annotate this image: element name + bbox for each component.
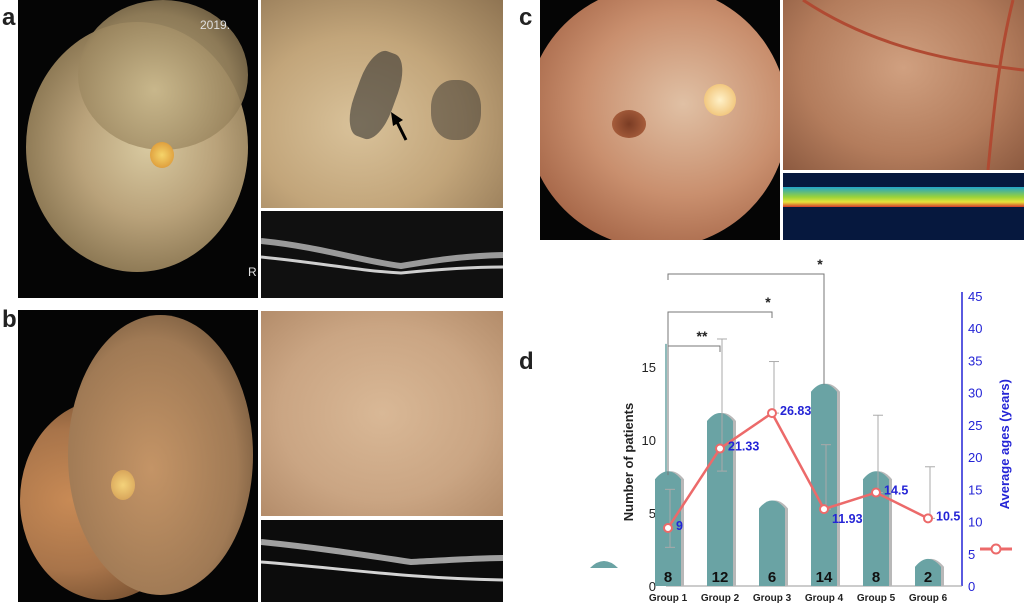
left-tick-label: 5 (649, 506, 656, 521)
right-axis-label: Average ages (years) (997, 379, 1012, 509)
bar-value-label: 8 (664, 569, 672, 586)
right-tick-label: 20 (968, 450, 982, 465)
significance-bracket (667, 345, 721, 352)
bar-value-label: 8 (872, 569, 880, 586)
bar (863, 471, 889, 586)
age-value-label: 26.83 (780, 404, 811, 418)
panel-a-letter: a (2, 4, 16, 31)
bar (915, 558, 941, 586)
bar (811, 383, 837, 586)
panel-b-oct-scan (261, 520, 503, 602)
right-tick-label: 10 (968, 515, 982, 530)
panel-a-fundus-photo: 2019. R (18, 0, 258, 298)
panel-c-oct-scan (783, 173, 1024, 240)
category-label: Group 2 (701, 593, 740, 603)
age-value-label: 9 (676, 519, 683, 533)
bar (759, 500, 785, 586)
right-tick-label: 5 (968, 547, 975, 562)
panel-d-letter: d (519, 348, 534, 375)
category-label: Group 5 (857, 593, 896, 603)
group-chart: 0 5 10 15 0 5 10 15 20 25 30 35 40 45 Number of patien… (590, 258, 1012, 603)
panel-c-letter: c (519, 4, 533, 31)
right-tick-label: 0 (968, 579, 975, 594)
category-label: Group 3 (753, 593, 792, 603)
left-tick-label: 10 (642, 433, 656, 448)
age-value-label: 21.33 (728, 440, 759, 454)
age-point (663, 523, 673, 533)
age-value-label: 14.5 (884, 484, 908, 498)
panel-a-eye-label: R (248, 265, 257, 279)
age-point (767, 408, 777, 419)
category-label: Group 6 (909, 593, 948, 603)
panel-b-letter: b (2, 306, 17, 333)
arrow-icon (391, 112, 408, 141)
right-tick-label: 40 (968, 321, 982, 336)
right-tick-label: 45 (968, 289, 982, 304)
significance-bracket (667, 311, 773, 318)
significance-mark: ** (697, 328, 708, 344)
age-value-label: 11.93 (832, 512, 863, 526)
age-point (923, 513, 933, 524)
significance-mark: * (765, 294, 771, 310)
age-point (819, 504, 829, 515)
panel-a-year-label: 2019. (200, 18, 231, 32)
panel-c-closeup-photo (783, 0, 1024, 170)
left-tick-label: 0 (649, 579, 656, 594)
age-point (871, 487, 881, 498)
left-tick-label: 15 (642, 360, 656, 375)
bar-value-label: 2 (924, 569, 932, 586)
panel-b-fundus-photo (18, 310, 258, 602)
bar-value-label: 6 (768, 569, 776, 586)
right-tick-label: 35 (968, 353, 982, 368)
bar-value-label: 14 (816, 569, 833, 586)
age-point (715, 443, 725, 454)
right-tick-label: 15 (968, 482, 982, 497)
category-label: Group 4 (805, 593, 844, 603)
panel-a-oct-scan (261, 211, 503, 298)
right-tick-label: 30 (968, 386, 982, 401)
panel-b-closeup-photo (261, 311, 503, 516)
category-label: Group 1 (649, 593, 688, 603)
significance-mark: * (817, 258, 823, 272)
right-tick-label: 25 (968, 418, 982, 433)
bar-value-label: 12 (712, 569, 729, 586)
line-legend-marker (990, 543, 1002, 555)
age-value-label: 10.5 (936, 509, 960, 523)
bar-legend-icon (590, 561, 618, 568)
age-line (666, 411, 929, 529)
panel-c-fundus-photo (540, 0, 780, 240)
significance-bracket (667, 273, 825, 280)
left-axis-label: Number of patients (621, 403, 636, 521)
panel-a-closeup-photo (261, 0, 503, 208)
